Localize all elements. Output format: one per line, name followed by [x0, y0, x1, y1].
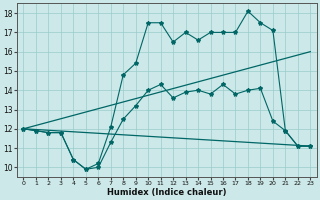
X-axis label: Humidex (Indice chaleur): Humidex (Indice chaleur) [107, 188, 227, 197]
